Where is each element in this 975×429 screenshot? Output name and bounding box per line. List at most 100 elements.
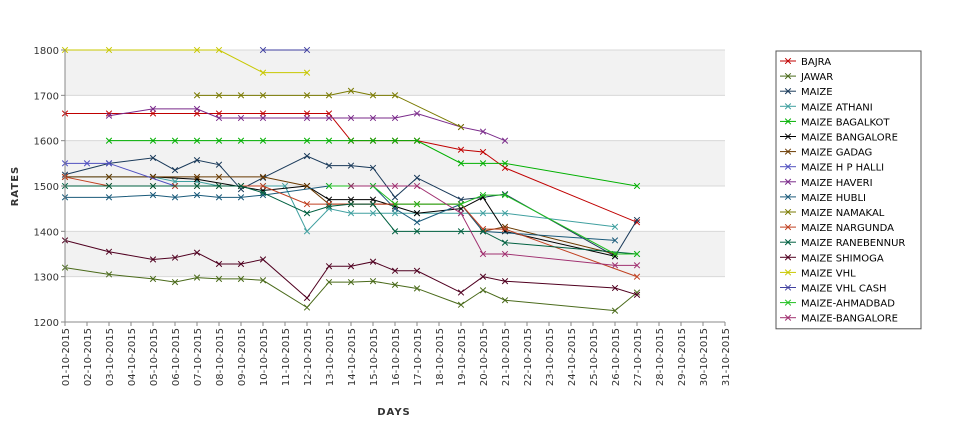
- data-point: [784, 133, 792, 140]
- x-tick-label: 23-10-2015: [545, 328, 556, 386]
- data-point: [457, 160, 465, 167]
- data-point: [237, 182, 245, 190]
- data-point: [325, 278, 333, 286]
- data-point: [479, 160, 487, 167]
- data-point: [457, 210, 465, 217]
- data-point: [784, 88, 792, 95]
- data-point: [611, 262, 619, 269]
- data-point: [303, 228, 311, 235]
- legend-label: MAIZE H P HALLI: [801, 163, 884, 174]
- y-tick-labels: 1200 1300 1400 1500 1600 1700 1800: [34, 46, 59, 329]
- data-point: [479, 128, 487, 135]
- data-point: [391, 267, 399, 274]
- data-point: [501, 137, 509, 144]
- series-maize-ranebennur: [61, 182, 641, 258]
- legend-label: MAIZE SHIMOGA: [801, 253, 884, 264]
- data-point: [784, 269, 792, 276]
- data-point: [479, 210, 487, 217]
- data-point: [149, 275, 157, 283]
- y-tick-label: 1300: [34, 273, 59, 284]
- data-point: [303, 46, 311, 54]
- data-point: [149, 191, 157, 199]
- legend-item: MAIZE VHL CASH: [780, 284, 887, 295]
- data-point: [105, 46, 113, 54]
- data-point: [149, 105, 157, 113]
- data-point: [479, 191, 487, 199]
- data-point: [325, 110, 333, 117]
- data-point: [391, 228, 399, 235]
- data-point: [83, 160, 91, 167]
- data-point: [611, 250, 619, 258]
- data-point: [105, 160, 113, 167]
- legend-item: MAIZE NAMAKAL: [780, 208, 885, 219]
- legend-label: MAIZE ATHANI: [801, 102, 873, 113]
- data-point: [784, 284, 792, 291]
- data-point: [303, 294, 311, 302]
- x-tick-label: 13-10-2015: [325, 328, 336, 386]
- data-point: [369, 164, 377, 172]
- data-point: [259, 92, 267, 99]
- series-jawar: [61, 264, 641, 314]
- y-axis-label: RATES: [10, 166, 21, 207]
- data-point: [303, 110, 311, 117]
- data-point: [391, 205, 399, 212]
- legend-label: MAIZE HAVERI: [801, 178, 873, 189]
- data-point: [171, 278, 179, 286]
- legend-label: MAIZE RANEBENNUR: [801, 238, 905, 249]
- data-point: [413, 200, 421, 208]
- data-point: [193, 249, 201, 256]
- data-point: [105, 112, 113, 119]
- data-point: [501, 250, 509, 258]
- data-point: [347, 87, 355, 94]
- data-point: [259, 137, 267, 144]
- data-point: [215, 114, 223, 122]
- data-point: [149, 182, 157, 190]
- legend-label: MAIZE NAMAKAL: [801, 208, 885, 219]
- legend-item: MAIZE: [780, 87, 833, 98]
- legend-label: MAIZE NARGUNDA: [801, 223, 894, 234]
- data-point: [457, 146, 465, 153]
- data-point: [611, 284, 619, 292]
- y-tick-label: 1200: [34, 318, 59, 329]
- plot-band: [65, 50, 725, 96]
- legend-label: MAIZE: [801, 87, 833, 98]
- data-point: [325, 203, 333, 210]
- x-tick-label: 15-10-2015: [369, 328, 380, 386]
- legend-item: BAJRA: [780, 57, 831, 68]
- data-point: [215, 161, 223, 168]
- data-point: [303, 69, 311, 76]
- plot-band: [65, 276, 725, 322]
- x-tick-label: 21-10-2015: [501, 328, 512, 386]
- x-tick-label: 09-10-2015: [237, 328, 248, 386]
- legend-item: MAIZE VHL: [780, 268, 856, 279]
- data-point: [784, 103, 792, 110]
- x-tick-label: 25-10-2015: [589, 328, 600, 386]
- legend-label: JAWAR: [800, 72, 833, 83]
- data-point: [784, 57, 792, 65]
- series-line: [197, 90, 462, 128]
- data-point: [303, 200, 311, 208]
- data-point: [259, 110, 267, 117]
- data-point: [784, 163, 792, 170]
- data-point: [105, 137, 113, 144]
- x-tick-label: 05-10-2015: [149, 328, 160, 386]
- data-point: [193, 105, 201, 113]
- x-tick-label: 08-10-2015: [215, 328, 226, 386]
- data-point: [347, 182, 355, 190]
- legend-box: [775, 50, 922, 330]
- data-point: [633, 182, 641, 190]
- data-point: [193, 110, 201, 117]
- data-point: [501, 160, 509, 167]
- data-point: [149, 110, 157, 117]
- data-point: [784, 72, 792, 80]
- data-point: [237, 114, 245, 122]
- data-point: [193, 182, 201, 190]
- x-tick-label: 19-10-2015: [457, 328, 468, 386]
- legend-label: MAIZE VHL: [801, 268, 856, 279]
- data-point: [215, 275, 223, 283]
- data-point: [193, 92, 201, 99]
- data-point: [369, 137, 377, 144]
- data-point: [391, 137, 399, 144]
- data-point: [259, 256, 267, 263]
